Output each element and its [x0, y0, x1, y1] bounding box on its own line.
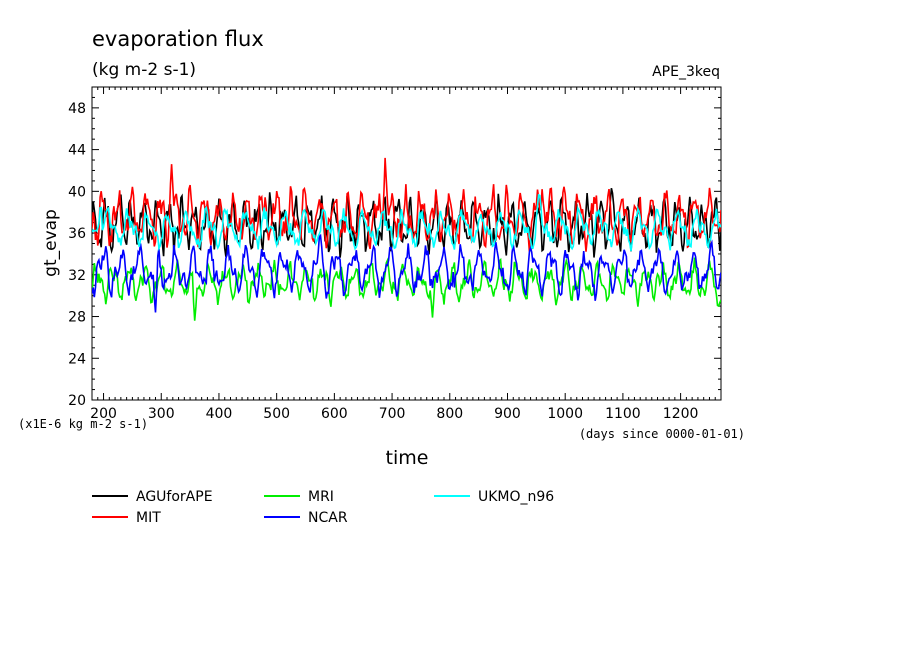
series-line-MIT — [92, 157, 721, 252]
y-tick-label: 36 — [68, 226, 86, 242]
y-tick-label: 48 — [68, 101, 86, 117]
x-tick-label: 400 — [206, 406, 233, 422]
x-tick-label: 600 — [321, 406, 348, 422]
x-tick-label: 700 — [379, 406, 406, 422]
series-line-AGUforAPE — [92, 188, 721, 258]
y-tick-label: 28 — [68, 310, 86, 326]
plot-frame — [91, 86, 722, 401]
series-lines — [92, 157, 721, 321]
y-tick-label: 24 — [68, 351, 86, 367]
legend: AGUforAPE MIT MRI NCAR UKMO_n96 — [92, 489, 554, 526]
legend-entry: AGUforAPE — [136, 489, 213, 505]
x-tick-label: 900 — [494, 406, 521, 422]
x-axis-label: time — [386, 447, 429, 469]
legend-entry: NCAR — [308, 510, 348, 526]
experiment-label: APE_3keq — [652, 64, 720, 80]
series-line-NCAR — [92, 233, 721, 313]
x-tick-label: 1200 — [663, 406, 699, 422]
x-tick-label: 500 — [263, 406, 290, 422]
x-tick-label: 200 — [90, 406, 117, 422]
x-axis: 200 300 400 500 600 700 800 900 1000 1100 1200 — [90, 87, 722, 422]
x-tick-label: 1100 — [605, 406, 641, 422]
series-line-UKMO_n96 — [92, 193, 721, 252]
y-axis: 20 24 28 32 36 40 44 48 — [68, 86, 721, 409]
y-tick-label: 40 — [68, 184, 86, 200]
legend-entry: MIT — [136, 510, 161, 526]
y-tick-label: 44 — [68, 143, 86, 159]
y-tick-label: 20 — [68, 393, 86, 409]
y-scale-note: (x1E-6 kg m-2 s-1) — [18, 417, 148, 431]
x-tick-label: 800 — [436, 406, 463, 422]
y-tick-label: 32 — [68, 268, 86, 284]
chart-title: evaporation flux — [92, 27, 264, 51]
y-axis-label: gt_evap — [41, 209, 61, 277]
legend-entry: MRI — [308, 489, 334, 505]
x-tick-label: 300 — [148, 406, 175, 422]
x-unit-note: (days since 0000-01-01) — [579, 427, 745, 441]
legend-entry: UKMO_n96 — [478, 489, 554, 505]
chart-subtitle: (kg m-2 s-1) — [92, 60, 196, 80]
x-tick-label: 1000 — [547, 406, 583, 422]
